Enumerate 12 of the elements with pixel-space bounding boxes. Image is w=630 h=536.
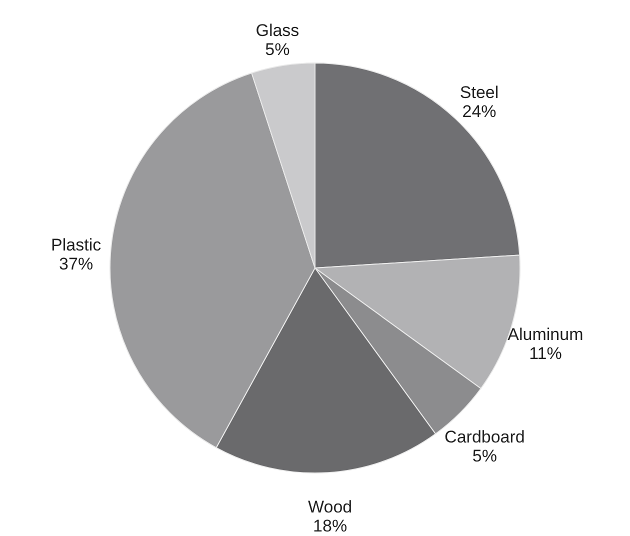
slice-label: Glass <box>256 20 300 40</box>
data-label: 11% <box>529 344 562 363</box>
data-label: 24% <box>462 102 496 122</box>
data-label: 37% <box>59 254 94 274</box>
data-label: 18% <box>313 516 348 536</box>
slice-label: Aluminum <box>508 324 584 344</box>
slice-label: Cardboard <box>444 428 525 447</box>
data-label: 5% <box>472 446 497 466</box>
slice-label: Wood <box>308 498 352 517</box>
slice-label: Plastic <box>51 235 102 254</box>
slice-label: Steel <box>460 83 499 102</box>
data-label: 5% <box>265 40 290 59</box>
